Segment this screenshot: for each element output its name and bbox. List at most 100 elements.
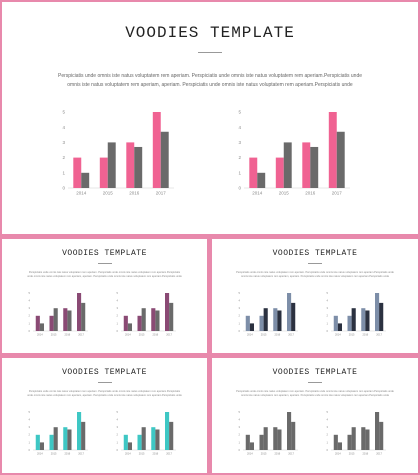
x-tick-label: 2015: [261, 452, 267, 456]
y-tick-label: 5: [62, 110, 65, 115]
y-tick-label: 0: [117, 329, 119, 333]
slide-title: VOODIES TEMPLATE: [272, 249, 358, 258]
y-tick-label: 3: [117, 306, 119, 310]
y-tick-label: 1: [327, 321, 329, 325]
bar-2017-series-2: [169, 302, 174, 331]
slide-thumbnail-blue[interactable]: VOODIES TEMPLATE Perspiciatis unde omnis…: [212, 239, 418, 353]
x-tick-label: 2015: [139, 452, 145, 456]
bar-2016-series-2: [277, 429, 282, 450]
y-tick-label: 4: [238, 125, 241, 130]
x-tick-label: 2017: [376, 452, 382, 456]
slide-thumbnail-gray[interactable]: VOODIES TEMPLATE Perspiciatis unde omnis…: [212, 358, 418, 473]
bar-2015-series-1: [275, 157, 284, 188]
y-tick-label: 3: [239, 425, 241, 429]
bar-2015-series-1: [49, 315, 54, 331]
x-tick-label: 2014: [37, 333, 43, 337]
y-tick-label: 1: [327, 440, 329, 444]
x-tick-label: 2015: [279, 191, 290, 196]
slide-main[interactable]: VOODIES TEMPLATE Perspiciatis unde omnis…: [2, 2, 418, 234]
x-tick-label: 2017: [288, 333, 294, 337]
y-tick-label: 2: [62, 155, 65, 160]
y-tick-label: 0: [62, 186, 65, 191]
bar-2017-series-2: [160, 131, 169, 188]
y-tick-label: 3: [117, 425, 119, 429]
bar-2016-series-2: [67, 310, 72, 331]
y-tick-label: 4: [117, 299, 119, 303]
y-tick-label: 2: [238, 155, 241, 160]
bar-2017-series-2: [379, 421, 384, 450]
x-tick-label: 2014: [125, 452, 131, 456]
x-tick-label: 2017: [78, 333, 84, 337]
bar-2015-series-1: [347, 434, 352, 450]
bar-2016-series-1: [151, 308, 156, 331]
bar-chart-left: 0 1 2 3 4 5 2014 2015 2016 2017: [29, 410, 88, 456]
y-tick-label: 4: [327, 418, 329, 422]
bar-2016-series-1: [63, 427, 68, 450]
y-tick-label: 5: [327, 291, 329, 295]
bar-2016-series-1: [361, 427, 366, 450]
bar-chart-left: 0 1 2 3 4 5 2014 2015 2016 2017: [29, 291, 88, 337]
bar-2014-series-2: [127, 323, 132, 331]
bar-2016-series-1: [273, 308, 278, 331]
x-tick-label: 2016: [64, 452, 70, 456]
bar-2017-series-1: [165, 293, 170, 331]
bar-2014-series-1: [123, 315, 128, 331]
bar-2015-series-2: [351, 427, 356, 450]
bar-2016-series-2: [310, 146, 319, 188]
bar-2016-series-1: [273, 427, 278, 450]
bar-2015-series-2: [351, 308, 356, 331]
bar-2015-series-2: [263, 308, 268, 331]
x-tick-label: 2016: [362, 452, 368, 456]
bar-chart-right: 0 1 2 3 4 5 2014 2015 2016 2017: [117, 410, 176, 456]
bar-2014-series-2: [127, 442, 132, 450]
y-tick-label: 1: [62, 170, 65, 175]
slide-thumbnail-teal[interactable]: VOODIES TEMPLATE Perspiciatis unde omnis…: [2, 358, 207, 473]
bar-2017-series-1: [165, 412, 170, 450]
bar-2015-series-2: [141, 427, 146, 450]
bar-2015-series-1: [259, 434, 264, 450]
x-tick-label: 2017: [288, 452, 294, 456]
y-tick-label: 0: [29, 329, 31, 333]
bar-2015-series-2: [53, 427, 58, 450]
x-tick-label: 2014: [37, 452, 43, 456]
x-tick-label: 2017: [376, 333, 382, 337]
y-tick-label: 3: [327, 306, 329, 310]
slide-thumbnail-purple[interactable]: VOODIES TEMPLATE Perspiciatis unde omnis…: [2, 239, 207, 353]
y-tick-label: 3: [62, 140, 65, 145]
bar-2017-series-2: [336, 131, 345, 188]
bar-2016-series-1: [126, 142, 135, 188]
bar-chart-right: 0 1 2 3 4 5 2014 2015 2016 2017: [117, 291, 176, 337]
y-tick-label: 3: [29, 306, 31, 310]
x-tick-label: 2014: [335, 333, 341, 337]
y-tick-label: 4: [327, 299, 329, 303]
bar-2015-series-2: [263, 427, 268, 450]
x-tick-label: 2016: [274, 333, 280, 337]
bar-2015-series-2: [107, 142, 116, 188]
slide-title: VOODIES TEMPLATE: [62, 368, 147, 377]
y-tick-label: 5: [327, 410, 329, 414]
y-tick-label: 3: [238, 140, 241, 145]
bar-2014-series-2: [39, 442, 44, 450]
y-tick-label: 2: [239, 314, 241, 318]
y-tick-label: 3: [29, 425, 31, 429]
slide-title: VOODIES TEMPLATE: [272, 368, 358, 377]
x-tick-label: 2016: [129, 191, 140, 196]
slide-body-text: Perspiciatis unde omnis iste natus volup…: [57, 73, 363, 88]
y-tick-label: 0: [239, 448, 241, 452]
bar-2017-series-2: [291, 302, 296, 331]
y-tick-label: 0: [29, 448, 31, 452]
bar-2014-series-1: [249, 157, 258, 188]
x-tick-label: 2016: [152, 452, 158, 456]
bar-chart-right: 0 1 2 3 4 5 2014 2015 2016 2017: [327, 291, 386, 337]
bar-2017-series-1: [375, 293, 380, 331]
x-tick-label: 2015: [349, 333, 355, 337]
x-tick-label: 2014: [247, 333, 253, 337]
x-tick-label: 2014: [247, 452, 253, 456]
x-tick-label: 2016: [362, 333, 368, 337]
bar-2015-series-1: [347, 315, 352, 331]
x-tick-label: 2017: [332, 191, 343, 196]
bar-2014-series-1: [73, 157, 82, 188]
bar-2014-series-1: [245, 434, 250, 450]
y-tick-label: 1: [29, 321, 31, 325]
y-tick-label: 2: [239, 433, 241, 437]
